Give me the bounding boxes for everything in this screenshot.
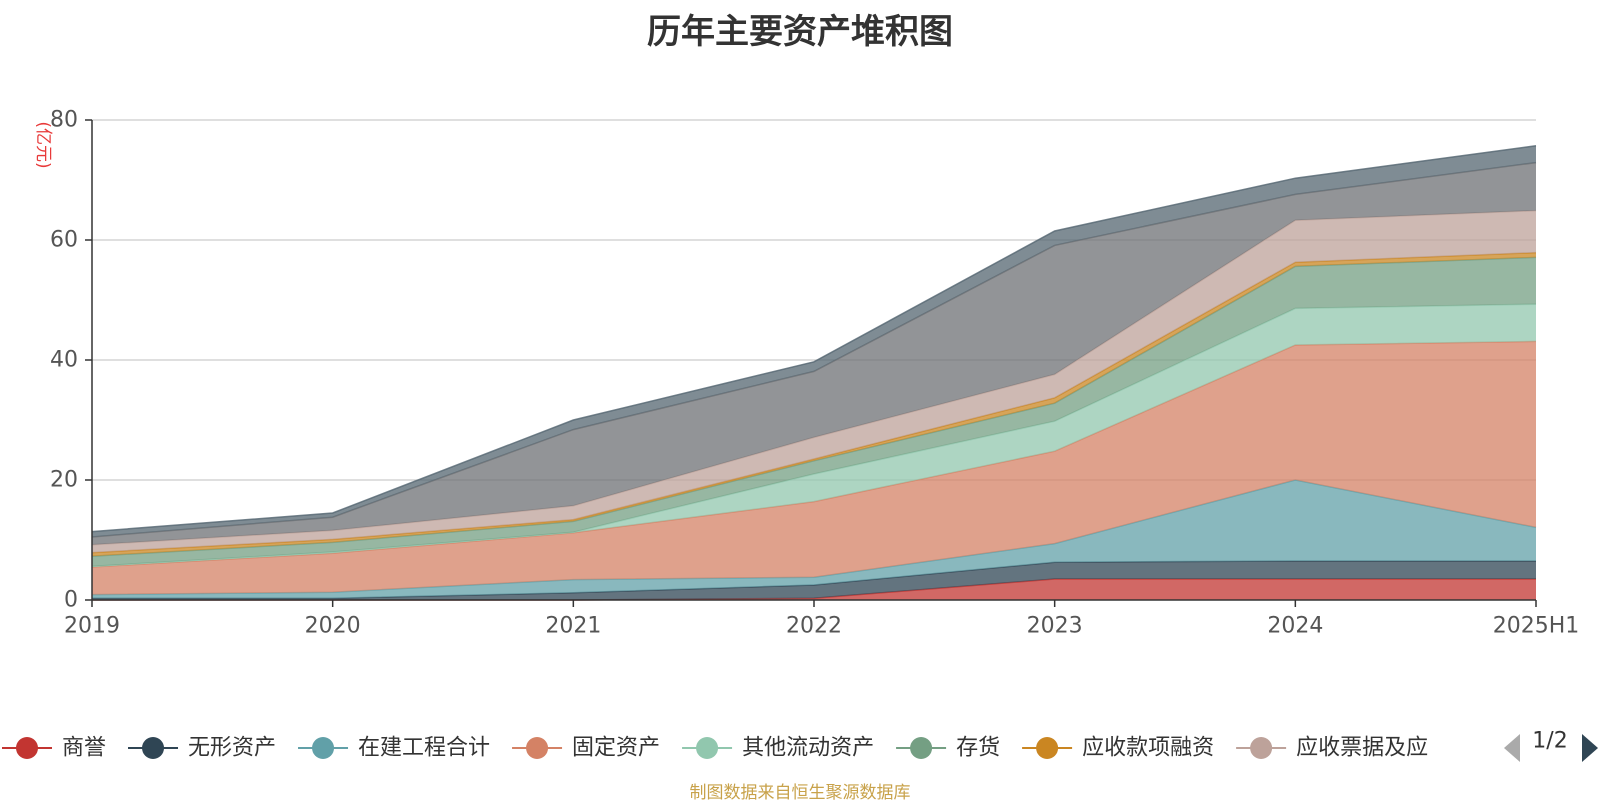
tick-labels: 0 20 40 60 80 2019 2020 2021 2022 2023 2024 2025H1 [50,108,1579,639]
data-source-footer: 制图数据来自恒生聚源数据库 [689,783,911,803]
legend-item[interactable]: 商誉 [2,736,106,761]
legend-marker-icon [16,737,38,759]
legend-marker-icon [910,737,933,759]
area-series-group [91,145,1537,601]
area-series-7 [92,210,1536,553]
legend-label: 无形资产 [188,736,276,761]
legend-label: 商誉 [62,736,106,761]
y-tick-label: 80 [50,108,78,133]
area-series-4 [92,304,1536,567]
legend-marker-icon [142,737,165,759]
x-tick-label: 2023 [1027,614,1083,639]
area-series-1 [92,561,1536,600]
legend-label: 其他流动资产 [742,736,874,761]
legend-pager: 1/2 [1504,729,1598,762]
legend-marker-icon [312,737,335,759]
legend-label: 应收款项融资 [1082,736,1214,761]
area-series-3 [92,341,1536,595]
y-tick-label: 20 [50,468,78,493]
legend-item[interactable]: 存货 [896,736,1000,761]
y-tick-label: 60 [50,228,78,253]
y-tick-label: 0 [64,588,78,613]
y-unit-label: (亿元) [33,121,53,168]
x-tick-label: 2022 [786,614,842,639]
legend-label: 应收票据及应 [1296,736,1428,761]
legend-marker-icon [526,737,549,759]
chart-title: 历年主要资产堆积图 [647,12,953,52]
area-series-2 [92,480,1536,599]
area-line-9 [91,145,1537,533]
next-page-icon[interactable] [1582,734,1598,762]
x-tick-label: 2024 [1267,614,1323,639]
legend-item[interactable]: 在建工程合计 [298,736,490,761]
legend-label: 在建工程合计 [358,736,490,761]
legend-item[interactable]: 固定资产 [512,736,660,761]
legend-label: 存货 [956,736,1000,761]
area-series-0 [92,579,1536,600]
legend-marker-icon [1250,737,1273,759]
legend-item[interactable]: 无形资产 [128,736,276,761]
legend-item[interactable]: 其他流动资产 [682,736,874,761]
prev-page-icon[interactable] [1504,734,1520,762]
legend-marker-icon [696,737,719,759]
legend[interactable]: 商誉 无形资产 在建工程合计 固定资产 其他流动资产 存货 应收款项融资 应收票据及应 [2,736,1428,761]
legend-page-indicator: 1/2 [1532,729,1567,754]
x-tick-label: 2021 [545,614,601,639]
x-tick-label: 2020 [305,614,361,639]
y-tick-label: 40 [50,348,78,373]
legend-item[interactable]: 应收票据及应 [1236,736,1428,761]
legend-label: 固定资产 [572,736,660,761]
x-tick-label: 2025H1 [1493,614,1580,639]
legend-item[interactable]: 应收款项融资 [1022,736,1214,761]
area-series-8 [92,162,1536,545]
area-series-5 [92,257,1536,567]
x-tick-label: 2019 [64,614,120,639]
legend-marker-icon [1036,737,1059,759]
